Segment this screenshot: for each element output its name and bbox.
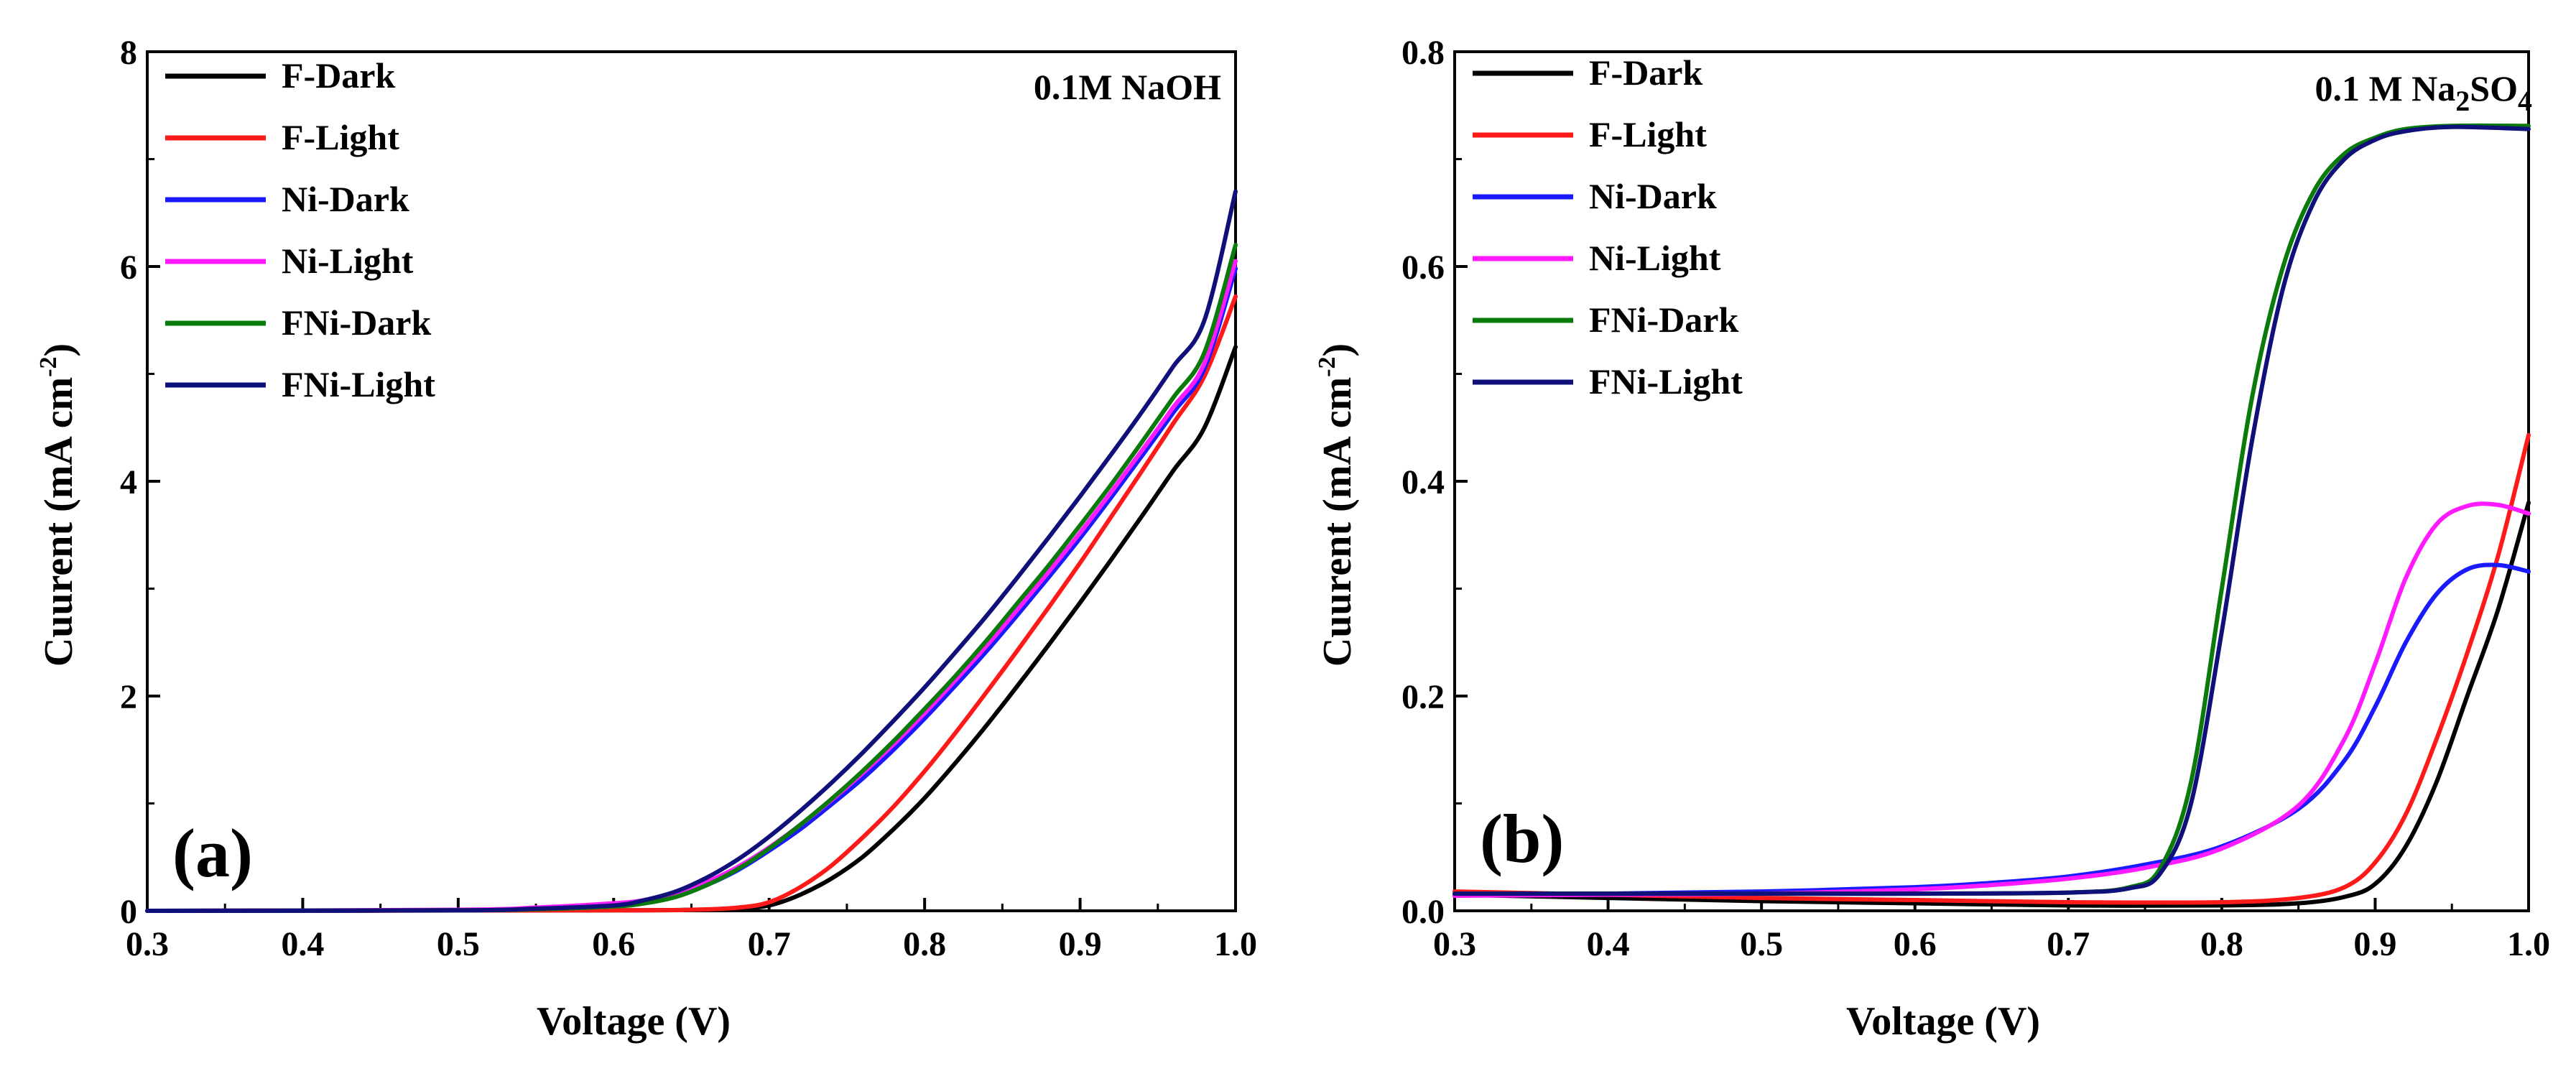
panel-b-y-tick-label: 0.6 bbox=[1401, 249, 1445, 287]
panel-a-y-tick-label: 4 bbox=[120, 463, 137, 501]
panel-a-legend-label-ni-light: Ni-Light bbox=[282, 241, 414, 281]
panel-a-y-tick-label: 2 bbox=[120, 678, 137, 716]
panel-b-x-tick-label: 0.8 bbox=[2200, 925, 2243, 963]
panel-a-x-tick-label: 1.0 bbox=[1214, 925, 1257, 963]
panel-a-series-fni-dark bbox=[145, 243, 1238, 913]
panel-a-x-tick-label: 0.4 bbox=[281, 925, 324, 963]
panel-b-x-tick-label: 0.4 bbox=[1587, 925, 1630, 963]
panel-a-x-tick-label: 0.5 bbox=[437, 925, 480, 963]
panel-a-series-ni-light bbox=[145, 259, 1238, 913]
panel-b-legend-label-ni-light: Ni-Light bbox=[1589, 238, 1721, 278]
panel-b-condition-label: 0.1 M Na2SO4 bbox=[2315, 68, 2532, 117]
panel-b-xlabel: Voltage (V) bbox=[1846, 999, 2040, 1044]
panel-b-y-tick-label: 0.2 bbox=[1401, 678, 1445, 716]
panel-b-x-tick-label: 0.9 bbox=[2353, 925, 2396, 963]
panel-a-xlabel: Voltage (V) bbox=[537, 999, 731, 1044]
panel-b-series-ni-dark bbox=[1453, 562, 2531, 897]
panel-a-series-f-light bbox=[145, 294, 1238, 913]
panel-a-series-f-dark bbox=[145, 345, 1238, 913]
chart-panel-a: Voltage (V) Cuurent (mA cm-2) 0.1M NaOH … bbox=[35, 34, 1257, 1044]
panel-a-ylabel: Cuurent (mA cm-2) bbox=[35, 343, 81, 667]
panel-b-x-tick-label: 0.7 bbox=[2047, 925, 2090, 963]
panel-b-x-tick-label: 0.6 bbox=[1894, 925, 1937, 963]
panel-b-y-tick-label: 0.0 bbox=[1401, 893, 1445, 931]
panel-a-legend-label-fni-dark: FNi-Dark bbox=[282, 302, 431, 343]
panel-a-legend-label-f-light: F-Light bbox=[282, 117, 399, 157]
panel-a-legend-label-ni-dark: Ni-Dark bbox=[282, 179, 409, 219]
panel-a-condition-label: 0.1M NaOH bbox=[1034, 67, 1221, 107]
panel-b-x-tick-label: 0.3 bbox=[1433, 925, 1476, 963]
panel-b-series-ni-light bbox=[1453, 501, 2531, 899]
panel-a-x-tick-label: 0.6 bbox=[592, 925, 635, 963]
panel-b-series-f-dark bbox=[1453, 500, 2531, 908]
panel-b-tag: (b) bbox=[1480, 800, 1564, 877]
panel-b-x-tick-label: 0.5 bbox=[1740, 925, 1783, 963]
panel-b-legend-label-fni-light: FNi-Light bbox=[1589, 361, 1743, 402]
panel-a-x-tick-label: 0.9 bbox=[1059, 925, 1102, 963]
panel-b-y-tick-label: 0.4 bbox=[1401, 463, 1445, 501]
panel-a-series-fni-light bbox=[145, 189, 1238, 913]
chart-panel-b: Voltage (V) Cuurent (mA cm-2) 0.1 M Na2S… bbox=[1314, 34, 2550, 1044]
panel-b-ylabel: Cuurent (mA cm-2) bbox=[1314, 343, 1360, 667]
panel-b-legend-label-f-light: F-Light bbox=[1589, 114, 1707, 154]
panel-b-x-tick-label: 1.0 bbox=[2507, 925, 2550, 963]
panel-b-legend-label-fni-dark: FNi-Dark bbox=[1589, 300, 1738, 340]
panel-a-tag: (a) bbox=[172, 815, 253, 891]
panel-a-legend-label-fni-light: FNi-Light bbox=[282, 364, 435, 404]
panel-b-legend-label-ni-dark: Ni-Dark bbox=[1589, 176, 1717, 216]
panel-a-y-tick-label: 6 bbox=[120, 249, 137, 287]
panel-a-legend-label-f-dark: F-Dark bbox=[282, 55, 395, 96]
panel-b-y-tick-label: 0.8 bbox=[1401, 34, 1445, 72]
panel-b-series-fni-light bbox=[1453, 124, 2531, 896]
panel-a-y-tick-label: 8 bbox=[120, 34, 137, 72]
panel-a-y-tick-label: 0 bbox=[120, 893, 137, 931]
panel-a-x-tick-label: 0.8 bbox=[903, 925, 946, 963]
panel-b-series-f-light bbox=[1453, 432, 2531, 905]
panel-b-legend-label-f-dark: F-Dark bbox=[1589, 52, 1702, 93]
panel-a-x-tick-label: 0.3 bbox=[126, 925, 169, 963]
panel-a-x-tick-label: 0.7 bbox=[748, 925, 791, 963]
